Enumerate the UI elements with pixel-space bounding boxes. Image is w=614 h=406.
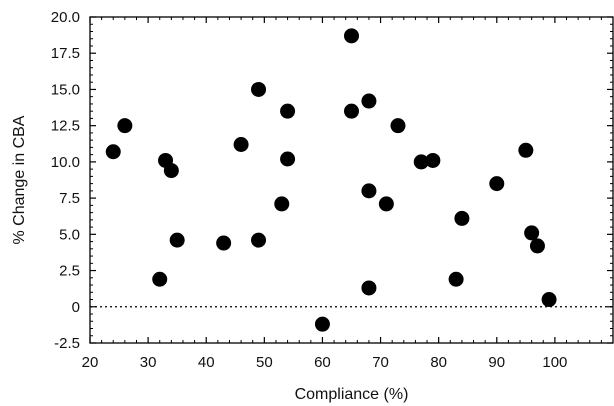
data-point: [152, 271, 168, 287]
plot-frame: [89, 16, 614, 344]
data-points: [105, 28, 557, 332]
y-tick-label: 5.0: [59, 226, 80, 243]
data-point: [163, 163, 179, 179]
data-point: [314, 316, 330, 332]
y-axis-title: % Change in CBA: [11, 115, 28, 244]
data-point: [518, 142, 534, 158]
x-tick-label: 80: [430, 354, 447, 371]
data-point: [105, 144, 121, 160]
y-tick-label: 0: [72, 299, 80, 316]
data-point: [251, 232, 267, 248]
data-point: [524, 225, 540, 241]
y-tick-label: 15.0: [51, 81, 80, 98]
y-tick-label: 7.5: [59, 190, 80, 207]
data-point: [425, 152, 441, 168]
y-axis-ticks: -2.5 0 2.5 5.0 7.5 10.0 12.5 15.0 17.5 20.0: [51, 9, 613, 352]
data-point: [454, 210, 470, 226]
x-tick-label: 40: [198, 354, 215, 371]
data-point: [169, 232, 185, 248]
y-tick-label: 2.5: [59, 263, 80, 280]
data-point: [117, 118, 133, 134]
x-tick-label: 60: [314, 354, 331, 371]
x-tick-label: 90: [488, 354, 505, 371]
data-point: [361, 183, 377, 199]
data-point: [390, 118, 406, 134]
data-point: [448, 271, 464, 287]
x-tick-label: 70: [372, 354, 389, 371]
data-point: [344, 103, 359, 119]
data-point: [233, 137, 249, 153]
x-tick-label: 20: [82, 354, 99, 371]
x-tick-label: 30: [140, 354, 157, 371]
data-point: [216, 235, 232, 251]
data-point: [361, 93, 377, 109]
data-point: [529, 238, 545, 254]
data-point: [251, 81, 267, 97]
y-tick-label: 12.5: [51, 118, 80, 135]
y-tick-label: -2.5: [54, 335, 80, 352]
x-axis-title: Compliance (%): [295, 386, 409, 403]
x-axis-ticks: 20 30 40 50 60 70 80 90 100: [82, 17, 602, 371]
data-point: [489, 176, 505, 192]
x-tick-label: 50: [256, 354, 273, 371]
data-point: [344, 28, 359, 44]
x-tick-label: 100: [542, 354, 567, 371]
data-point: [541, 292, 557, 308]
plot-border: [89, 16, 614, 344]
y-tick-label: 10.0: [51, 154, 80, 171]
data-point: [274, 196, 290, 212]
data-point: [361, 280, 377, 296]
data-point: [378, 196, 394, 212]
data-point: [280, 103, 296, 119]
data-point: [413, 154, 429, 170]
y-tick-label: 17.5: [51, 45, 80, 62]
y-tick-label: 20.0: [51, 9, 80, 26]
data-point: [280, 151, 296, 167]
